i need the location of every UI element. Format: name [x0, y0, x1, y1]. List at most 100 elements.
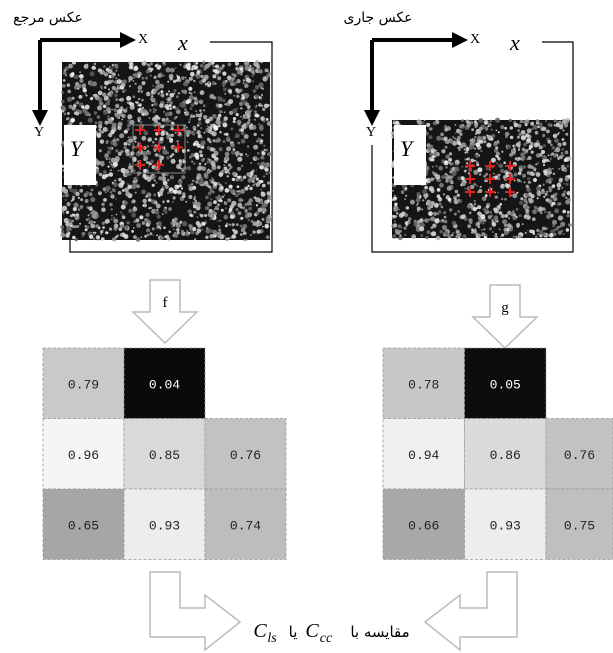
speckle: [564, 158, 568, 162]
speckle: [394, 221, 396, 223]
speckle: [455, 141, 457, 143]
speckle: [101, 207, 106, 212]
speckle: [546, 214, 551, 219]
speckle: [420, 234, 423, 237]
speckle: [233, 148, 236, 151]
speckle: [203, 109, 205, 111]
speckle: [187, 67, 191, 71]
speckle: [188, 121, 190, 123]
speckle: [267, 191, 271, 195]
speckle: [258, 82, 263, 87]
speckle: [86, 95, 88, 97]
speckle: [267, 104, 270, 107]
speckle: [476, 222, 481, 227]
down-arrow: [473, 285, 537, 348]
speckle: [147, 234, 150, 237]
speckle: [261, 204, 266, 209]
speckle: [140, 153, 142, 155]
speckle: [240, 107, 242, 109]
speckle: [257, 163, 259, 165]
cell-value: 0.76: [230, 448, 261, 463]
speckle: [88, 222, 90, 224]
speckle: [173, 190, 178, 195]
speckle: [170, 68, 175, 73]
speckle: [237, 157, 242, 162]
speckle: [432, 224, 436, 228]
speckle: [118, 183, 123, 188]
speckle: [167, 97, 171, 101]
speckle: [128, 76, 133, 81]
speckle: [102, 131, 104, 133]
speckle: [65, 74, 67, 76]
speckle: [435, 150, 437, 152]
speckle: [143, 199, 147, 203]
speckle: [163, 227, 166, 230]
merge-arrow: [150, 572, 240, 650]
speckle: [537, 233, 539, 235]
speckle: [543, 196, 545, 198]
speckle: [238, 211, 242, 215]
speckle: [457, 141, 461, 145]
speckle: [503, 162, 506, 165]
speckle: [509, 119, 512, 122]
speckle: [527, 177, 530, 180]
speckle: [155, 64, 158, 67]
speckle: [133, 95, 136, 98]
speckle: [225, 157, 228, 160]
speckle: [111, 109, 113, 111]
speckle: [162, 118, 166, 122]
speckle: [532, 209, 537, 214]
speckle: [196, 202, 201, 207]
c-symbol: C: [305, 620, 319, 642]
speckle: [422, 199, 424, 201]
speckle: [167, 200, 170, 203]
speckle: [169, 104, 172, 107]
speckle: [457, 199, 460, 202]
speckle: [254, 156, 257, 159]
speckle: [76, 101, 79, 104]
speckle: [213, 200, 217, 204]
speckle: [484, 228, 486, 230]
speckle: [492, 221, 495, 224]
speckle: [189, 95, 194, 100]
speckle: [108, 69, 113, 74]
speckle: [476, 161, 479, 164]
speckle: [142, 107, 144, 109]
speckle: [159, 103, 164, 108]
speckle: [520, 120, 523, 123]
speckle: [118, 191, 122, 195]
speckle: [160, 90, 163, 93]
speckle: [266, 74, 270, 78]
speckle: [103, 170, 107, 174]
speckle: [521, 135, 526, 140]
speckle: [434, 172, 436, 174]
speckle: [216, 70, 219, 73]
speckle: [113, 182, 118, 187]
speckle: [445, 139, 450, 144]
speckle: [218, 114, 222, 118]
speckle: [81, 105, 84, 108]
speckle: [474, 148, 476, 150]
speckle: [552, 168, 554, 170]
speckle: [158, 194, 160, 196]
speckle: [179, 221, 182, 224]
speckle: [210, 234, 214, 238]
speckle: [245, 115, 248, 118]
speckle: [517, 129, 520, 132]
speckle: [518, 172, 522, 176]
speckle: [233, 120, 236, 123]
speckle: [160, 93, 164, 97]
x-axis-label: X: [470, 32, 480, 47]
speckle: [224, 161, 226, 163]
speckle: [232, 229, 235, 232]
speckle: [554, 139, 557, 142]
x-label: x: [177, 30, 188, 55]
speckle: [105, 219, 110, 224]
speckle: [474, 183, 477, 186]
speckle: [135, 218, 139, 222]
speckle: [67, 90, 71, 94]
speckle: [435, 174, 440, 179]
speckle: [260, 116, 265, 121]
speckle: [66, 223, 68, 225]
speckle: [147, 177, 152, 182]
